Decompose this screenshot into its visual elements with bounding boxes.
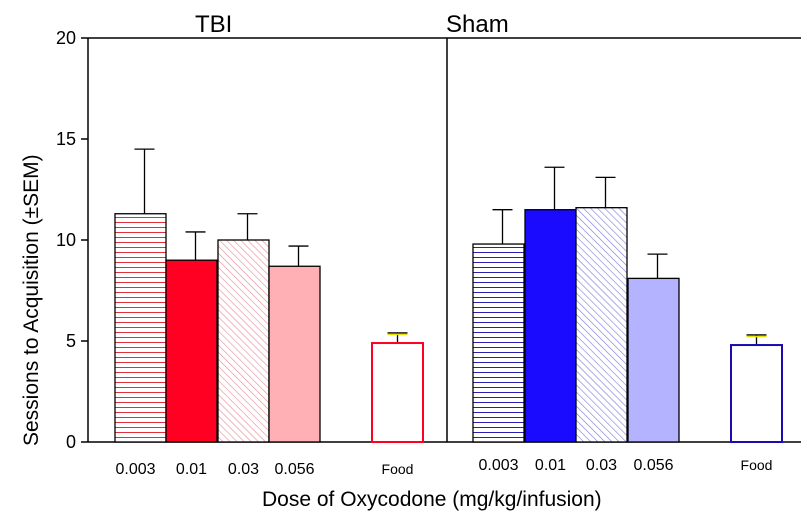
- bars-group: 0.003 0.01 0.03 0.056 Food 0.003 0.01 0.03 0.056…: [114, 148, 783, 478]
- bar-sham-0_056: [627, 277, 680, 443]
- bar-tbi-0_01: [165, 259, 218, 443]
- bar-tbi-food: [371, 342, 424, 443]
- x-category-label: 0.003: [115, 461, 155, 478]
- x-category-label: 0.056: [274, 461, 314, 478]
- y-axis-ticks: 0 5 10 15 20: [56, 28, 88, 452]
- bar-sham-food: [730, 344, 783, 444]
- x-category-label: 0.003: [478, 457, 518, 474]
- bar-tbi-0_003: [114, 213, 167, 443]
- x-category-label: 0.03: [228, 461, 259, 478]
- bar-sham-0_003: [472, 243, 525, 443]
- panel-title-tbi: TBI: [195, 11, 232, 38]
- y-tick-label: 20: [56, 28, 76, 48]
- x-category-label: Food: [741, 457, 773, 473]
- y-tick-label: 15: [56, 129, 76, 149]
- x-axis-title: Dose of Oxycodone (mg/kg/infusion): [262, 488, 602, 511]
- bar-sham-0_01: [524, 209, 577, 443]
- y-tick-label: 10: [56, 230, 76, 250]
- x-category-label: Food: [382, 461, 414, 477]
- x-category-label: 0.01: [535, 457, 566, 474]
- x-category-label: 0.056: [633, 457, 673, 474]
- bar-tbi-0_03: [217, 239, 270, 443]
- x-category-label: 0.03: [586, 457, 617, 474]
- y-axis-title: Sessions to Acquisition (±SEM): [20, 154, 43, 446]
- y-tick-label: 5: [66, 331, 76, 351]
- y-tick-label: 0: [66, 432, 76, 452]
- bar-sham-0_03: [575, 207, 628, 443]
- bar-tbi-0_056: [268, 265, 321, 443]
- x-category-label: 0.01: [176, 461, 207, 478]
- panel-title-sham: Sham: [446, 11, 509, 38]
